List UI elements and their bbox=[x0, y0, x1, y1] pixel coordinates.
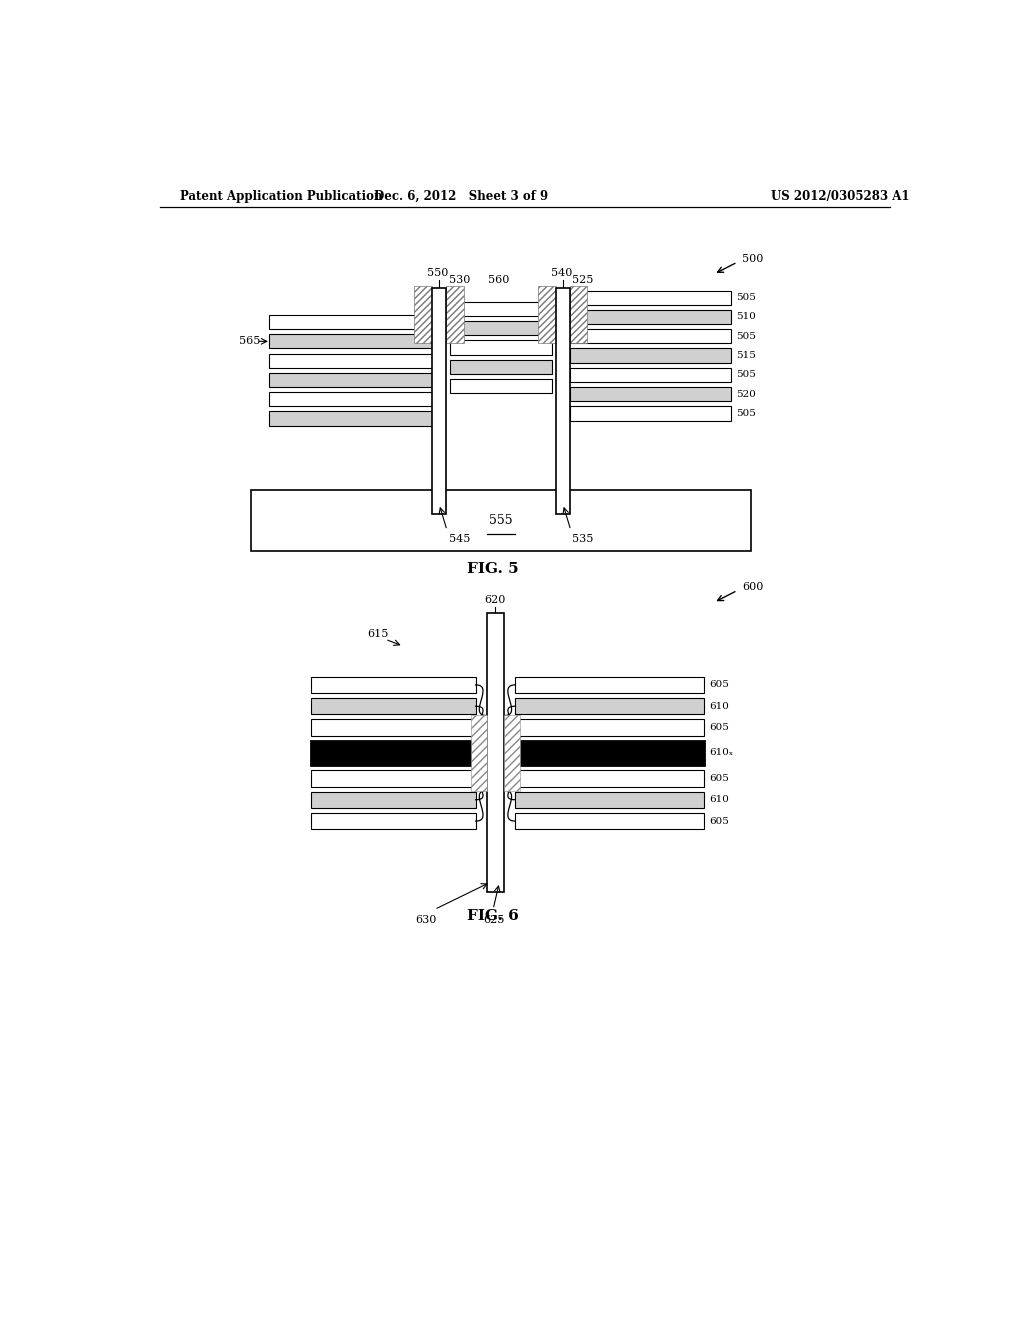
Bar bbox=[570, 290, 731, 305]
Bar bbox=[570, 348, 731, 363]
Bar bbox=[556, 289, 570, 515]
Bar bbox=[451, 359, 552, 374]
Text: 630: 630 bbox=[416, 915, 436, 924]
Bar bbox=[471, 715, 486, 791]
Bar bbox=[415, 286, 432, 343]
Text: 545: 545 bbox=[449, 535, 470, 544]
Text: 505: 505 bbox=[736, 331, 756, 341]
Bar bbox=[515, 719, 705, 735]
Bar bbox=[451, 321, 552, 335]
Text: 605: 605 bbox=[709, 723, 729, 733]
Bar bbox=[310, 792, 475, 808]
Bar bbox=[451, 379, 552, 393]
Text: 605: 605 bbox=[709, 817, 729, 825]
Text: 615: 615 bbox=[368, 630, 389, 639]
Text: 550: 550 bbox=[427, 268, 449, 279]
Text: 500: 500 bbox=[742, 253, 764, 264]
Bar bbox=[269, 392, 432, 407]
Text: 555: 555 bbox=[489, 513, 513, 527]
Text: 510: 510 bbox=[736, 313, 756, 322]
Text: 605: 605 bbox=[709, 680, 729, 689]
Text: FIG. 6: FIG. 6 bbox=[467, 908, 519, 923]
Text: 610: 610 bbox=[709, 795, 729, 804]
Text: 505: 505 bbox=[736, 371, 756, 379]
Bar bbox=[515, 792, 705, 808]
Bar bbox=[432, 289, 446, 515]
Text: 625: 625 bbox=[483, 915, 505, 924]
Bar bbox=[269, 372, 432, 387]
Bar bbox=[310, 698, 475, 714]
Text: 620: 620 bbox=[484, 594, 506, 605]
Text: Patent Application Publication: Patent Application Publication bbox=[179, 190, 382, 202]
Bar bbox=[269, 354, 432, 368]
Text: 610: 610 bbox=[709, 702, 729, 710]
Text: Dec. 6, 2012   Sheet 3 of 9: Dec. 6, 2012 Sheet 3 of 9 bbox=[374, 190, 549, 202]
Text: 505: 505 bbox=[736, 293, 756, 302]
Bar bbox=[570, 286, 588, 343]
Bar bbox=[251, 490, 751, 550]
Bar bbox=[451, 341, 552, 355]
Text: 505: 505 bbox=[736, 409, 756, 418]
Bar bbox=[570, 368, 731, 381]
Bar bbox=[515, 698, 705, 714]
Bar bbox=[570, 387, 731, 401]
Text: 530: 530 bbox=[449, 276, 470, 285]
Text: 610ₓ: 610ₓ bbox=[709, 748, 733, 758]
Text: 565: 565 bbox=[239, 337, 260, 346]
Bar bbox=[269, 315, 432, 329]
Bar bbox=[515, 741, 705, 766]
Bar bbox=[269, 412, 432, 426]
Bar bbox=[515, 771, 705, 787]
Bar bbox=[570, 407, 731, 421]
Text: 515: 515 bbox=[736, 351, 756, 360]
Bar bbox=[310, 719, 475, 735]
Bar bbox=[310, 677, 475, 693]
Text: 540: 540 bbox=[551, 268, 572, 279]
Bar bbox=[310, 813, 475, 829]
Text: 535: 535 bbox=[572, 535, 594, 544]
Bar bbox=[515, 813, 705, 829]
Bar bbox=[570, 329, 731, 343]
Text: 520: 520 bbox=[736, 389, 756, 399]
Bar bbox=[515, 677, 705, 693]
Text: 525: 525 bbox=[572, 276, 594, 285]
Bar bbox=[310, 771, 475, 787]
Bar bbox=[539, 286, 556, 343]
Bar bbox=[504, 715, 520, 791]
Text: US 2012/0305283 A1: US 2012/0305283 A1 bbox=[771, 190, 909, 202]
Text: 605: 605 bbox=[709, 774, 729, 783]
Bar bbox=[269, 334, 432, 348]
Bar bbox=[570, 310, 731, 325]
Bar bbox=[310, 741, 475, 766]
Text: FIG. 5: FIG. 5 bbox=[467, 562, 519, 576]
Bar bbox=[451, 302, 552, 315]
Text: 600: 600 bbox=[742, 582, 764, 593]
Text: 560: 560 bbox=[487, 276, 509, 285]
Bar bbox=[486, 612, 504, 892]
Bar bbox=[446, 286, 464, 343]
